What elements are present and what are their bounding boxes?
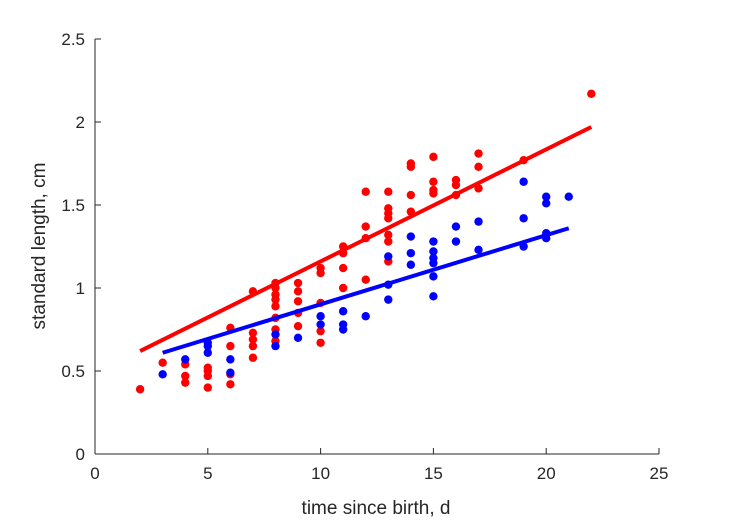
data-point (406, 248, 416, 258)
data-point (271, 341, 280, 351)
data-point (474, 149, 483, 158)
data-point (384, 237, 393, 246)
data-point (338, 320, 348, 329)
y-tick-label: 0 (76, 445, 85, 464)
data-point (248, 353, 258, 362)
y-tick-label: 2 (76, 113, 85, 132)
data-point (361, 312, 370, 321)
data-point (271, 330, 280, 339)
data-point (316, 263, 325, 273)
data-point (406, 232, 416, 241)
data-point (429, 152, 438, 162)
data-point (293, 321, 303, 331)
data-point (384, 295, 393, 304)
x-tick-label: 25 (650, 464, 669, 483)
x-tick-label: 20 (537, 464, 556, 483)
x-axis-ticks: 0 5 10 15 20 25 (90, 464, 668, 483)
y-tick-label: 0.5 (61, 362, 85, 381)
data-point (384, 187, 393, 196)
data-point (226, 355, 235, 364)
data-point (406, 159, 416, 168)
data-point (338, 307, 348, 316)
data-point (316, 312, 325, 321)
data-point (361, 222, 370, 231)
data-point (429, 237, 438, 246)
data-point (406, 260, 416, 269)
data-point (338, 283, 348, 293)
data-point (158, 370, 167, 379)
y-tick-label: 1 (76, 279, 85, 298)
x-tick-label: 0 (90, 464, 99, 483)
data-point (361, 187, 370, 196)
data-point (181, 355, 190, 364)
data-point (429, 272, 438, 281)
data-point (474, 184, 483, 193)
data-point (135, 385, 145, 394)
data-point (429, 253, 438, 263)
data-point (542, 199, 551, 208)
data-point (474, 217, 483, 226)
data-point (451, 237, 461, 246)
data-point (181, 378, 190, 387)
y-tick-label: 2.5 (61, 30, 85, 49)
data-point (361, 275, 370, 284)
data-point (293, 278, 303, 288)
fit-line (162, 226, 570, 355)
data-point (384, 230, 393, 240)
series-1-group (158, 177, 573, 379)
data-point (519, 177, 528, 186)
data-point (384, 252, 393, 261)
data-point (271, 302, 280, 311)
data-point (338, 263, 348, 273)
y-tick-label: 1.5 (61, 196, 85, 215)
data-point (384, 204, 393, 213)
y-axis-ticks: 0 0.5 1 1.5 2 2.5 (61, 30, 85, 464)
data-point (429, 247, 438, 256)
data-point (564, 192, 573, 201)
data-point (542, 192, 551, 201)
data-point (587, 89, 596, 98)
x-tick-label: 5 (203, 464, 212, 483)
data-point (226, 368, 235, 377)
data-point (248, 341, 258, 351)
y-axis-title: standard length, cm (29, 163, 50, 330)
data-point (226, 380, 235, 389)
data-point (519, 214, 528, 223)
data-point (293, 297, 303, 306)
data-point (203, 363, 212, 372)
data-point (248, 335, 258, 344)
data-point (293, 333, 303, 342)
data-point (451, 222, 461, 231)
data-point (316, 326, 325, 336)
data-point (429, 185, 438, 195)
data-point (474, 162, 483, 172)
data-point (451, 175, 461, 185)
data-point (203, 348, 212, 357)
x-tick-label: 10 (311, 464, 330, 483)
data-point (316, 338, 325, 347)
data-point (158, 358, 167, 367)
data-point (181, 371, 190, 381)
data-point (293, 287, 303, 296)
x-tick-label: 15 (424, 464, 443, 483)
data-point (248, 328, 258, 338)
data-point (271, 290, 280, 299)
fit-line (139, 125, 593, 353)
data-point (474, 245, 483, 255)
x-axis-title: time since birth, d (302, 498, 451, 519)
data-point (429, 292, 438, 301)
data-point (316, 320, 325, 329)
data-point (406, 190, 416, 200)
series-0-group (135, 89, 596, 394)
data-point (203, 383, 212, 392)
data-point (429, 177, 438, 186)
data-point (226, 341, 235, 351)
